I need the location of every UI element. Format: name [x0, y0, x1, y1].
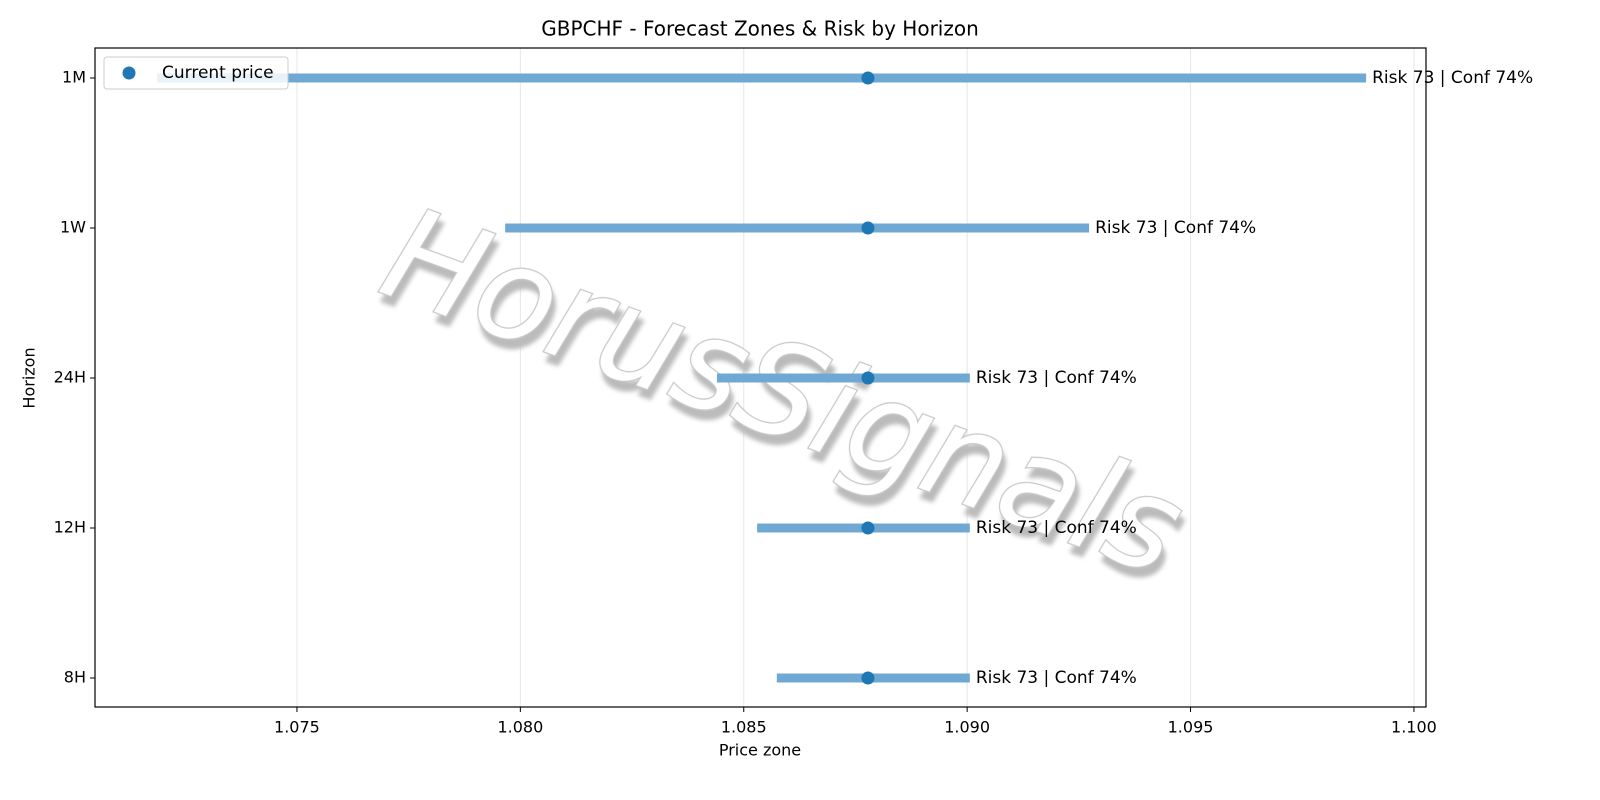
x-tick-label: 1.100: [1391, 718, 1437, 737]
range-bar: [157, 73, 1367, 83]
range-bar: [716, 373, 970, 383]
y-tick-label: 24H: [54, 368, 86, 387]
legend-marker: [122, 66, 136, 80]
current-price-point: [861, 221, 875, 235]
current-price-point: [861, 671, 875, 685]
x-axis-label: Price zone: [719, 741, 801, 760]
watermark: HorusSignals: [365, 179, 1200, 605]
y-tick-label: 12H: [54, 518, 86, 537]
y-tick-label: 1W: [60, 218, 86, 237]
legend-box: [103, 56, 289, 90]
current-price-point: [861, 371, 875, 385]
bar-annotation: Risk 73 | Conf 74%: [1372, 68, 1533, 88]
x-tick-label: 1.095: [1168, 718, 1214, 737]
current-price-point: [861, 71, 875, 85]
bar-annotation: Risk 73 | Conf 74%: [976, 368, 1137, 388]
chart-title: GBPCHF - Forecast Zones & Risk by Horizo…: [541, 17, 979, 41]
y-tick-label: 8H: [64, 668, 86, 687]
x-tick-label: 1.080: [497, 718, 543, 737]
bar-annotation: Risk 73 | Conf 74%: [976, 668, 1137, 688]
x-tick-label: 1.085: [721, 718, 767, 737]
current-price-point: [861, 521, 875, 535]
range-bar: [505, 223, 1090, 233]
y-axis-label: Horizon: [20, 347, 39, 408]
x-tick-label: 1.075: [274, 718, 320, 737]
legend-label: Current price: [162, 63, 274, 83]
y-tick-label: 1M: [62, 68, 86, 87]
x-tick-label: 1.090: [944, 718, 990, 737]
bar-annotation: Risk 73 | Conf 74%: [1095, 218, 1256, 238]
bar-annotation: Risk 73 | Conf 74%: [976, 518, 1137, 538]
